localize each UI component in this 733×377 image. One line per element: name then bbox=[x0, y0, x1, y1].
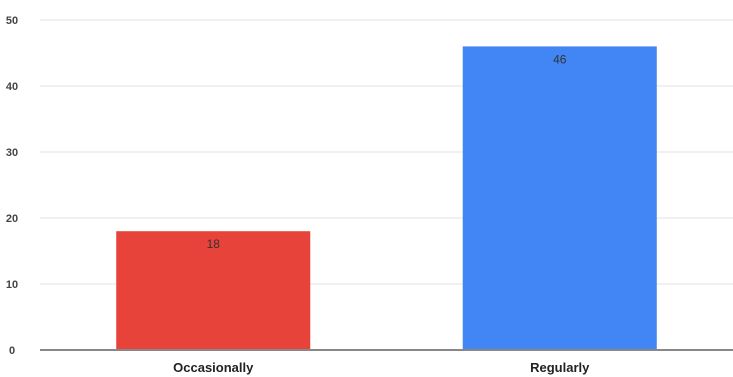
x-axis: Occasionally Regularly bbox=[173, 360, 590, 375]
y-tick-label: 50 bbox=[6, 15, 18, 27]
data-label-occasionally: 18 bbox=[207, 237, 221, 251]
y-tick-label: 0 bbox=[9, 345, 15, 357]
y-tick-label: 30 bbox=[6, 147, 18, 159]
bars bbox=[116, 46, 657, 351]
data-label-regularly: 46 bbox=[553, 52, 567, 66]
bar-occasionally bbox=[116, 231, 311, 350]
x-tick-label-regularly: Regularly bbox=[530, 360, 590, 375]
x-tick-label-occasionally: Occasionally bbox=[173, 360, 254, 375]
y-tick-label: 10 bbox=[6, 279, 18, 291]
y-axis: 0 10 20 30 40 50 bbox=[6, 15, 18, 357]
y-tick-label: 40 bbox=[6, 81, 18, 93]
bar-regularly bbox=[462, 46, 657, 351]
y-tick-label: 20 bbox=[6, 213, 18, 225]
